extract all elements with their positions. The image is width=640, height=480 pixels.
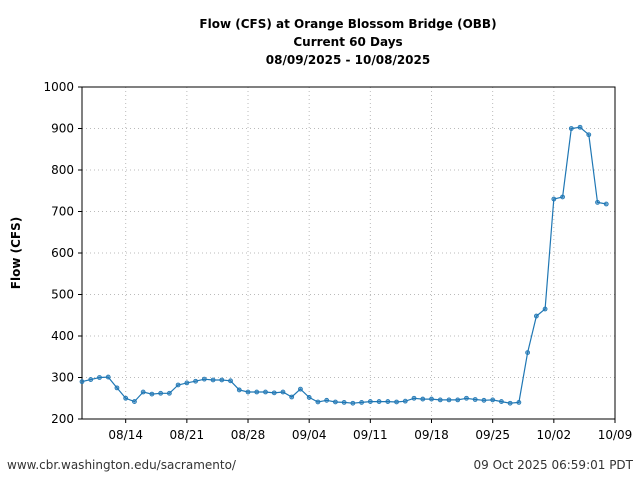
data-point — [263, 389, 268, 395]
chart-title-line: Flow (CFS) at Orange Blossom Bridge (OBB… — [199, 17, 496, 31]
data-point — [236, 387, 242, 393]
y-tick-label: 500 — [51, 288, 74, 302]
data-point — [350, 400, 356, 406]
data-point — [464, 395, 469, 401]
data-point — [210, 377, 216, 383]
data-point — [385, 399, 391, 404]
data-point — [455, 397, 461, 403]
data-point — [97, 375, 102, 380]
data-point — [595, 199, 600, 205]
source-url[interactable]: www.cbr.washington.edu/sacramento/ — [7, 458, 236, 472]
data-point — [376, 399, 382, 404]
data-point — [437, 397, 443, 403]
data-point — [166, 390, 172, 396]
x-tick-label: 08/28 — [231, 428, 266, 442]
y-tick-label: 700 — [51, 205, 74, 219]
data-point — [533, 313, 539, 319]
data-point — [298, 386, 303, 392]
data-point — [306, 395, 312, 400]
data-point — [472, 397, 478, 402]
y-tick-label: 900 — [51, 122, 74, 136]
y-tick-label: 300 — [51, 371, 74, 385]
data-point — [507, 400, 513, 406]
data-point — [542, 306, 548, 312]
data-point — [280, 389, 286, 395]
data-point — [219, 377, 225, 383]
data-point — [184, 380, 190, 386]
data-point — [367, 399, 373, 404]
data-point — [315, 399, 321, 405]
data-point — [411, 395, 417, 401]
data-point — [79, 379, 85, 385]
data-point — [88, 377, 94, 382]
data-point — [446, 397, 452, 403]
data-point — [175, 382, 181, 388]
plot-frame — [81, 86, 616, 420]
y-axis-label: Flow (CFS) — [9, 217, 23, 289]
data-point — [402, 398, 408, 404]
x-tick-label: 08/21 — [170, 428, 205, 442]
data-point — [394, 399, 399, 405]
data-point — [586, 132, 592, 138]
data-point — [228, 378, 233, 384]
series-line — [81, 126, 607, 404]
data-point — [271, 390, 277, 396]
data-point — [420, 396, 426, 402]
data-point — [603, 201, 609, 207]
x-tick-label: 09/11 — [353, 428, 388, 442]
y-tick-label: 800 — [51, 163, 74, 177]
data-point — [359, 399, 365, 405]
chart-title-line: Current 60 Days — [293, 35, 402, 49]
y-tick-label: 400 — [51, 329, 74, 343]
generated-timestamp: 09 Oct 2025 06:59:01 PDT — [473, 458, 633, 472]
x-tick-label: 10/02 — [537, 428, 572, 442]
data-point — [568, 126, 574, 131]
data-point — [140, 389, 146, 395]
data-point — [149, 391, 155, 397]
data-point — [245, 389, 251, 395]
data-point — [132, 399, 137, 404]
chart-title-line: 08/09/2025 - 10/08/2025 — [266, 53, 430, 67]
data-point — [551, 196, 557, 202]
y-tick-label: 200 — [51, 412, 74, 426]
data-point — [123, 395, 129, 401]
data-point — [560, 194, 565, 200]
data-point — [490, 397, 496, 403]
x-tick-label: 09/04 — [292, 428, 327, 442]
data-point — [525, 350, 531, 356]
x-tick-label: 09/18 — [414, 428, 449, 442]
data-point — [193, 378, 198, 384]
y-tick-label: 1000 — [43, 80, 74, 94]
data-point — [254, 389, 260, 395]
data-point — [341, 399, 347, 405]
data-point — [429, 396, 434, 402]
data-point — [516, 399, 522, 405]
y-tick-label: 600 — [51, 246, 74, 260]
data-point — [577, 124, 583, 130]
data-point — [105, 374, 111, 380]
data-point — [201, 376, 207, 382]
data-point — [499, 399, 504, 404]
data-point — [114, 385, 120, 391]
x-tick-label: 09/25 — [475, 428, 510, 442]
data-point — [289, 394, 295, 400]
x-tick-label: 08/14 — [108, 428, 143, 442]
data-point — [481, 397, 487, 403]
data-point — [324, 397, 330, 403]
data-point — [158, 390, 164, 396]
x-tick-label: 10/09 — [598, 428, 633, 442]
data-point — [332, 399, 338, 405]
